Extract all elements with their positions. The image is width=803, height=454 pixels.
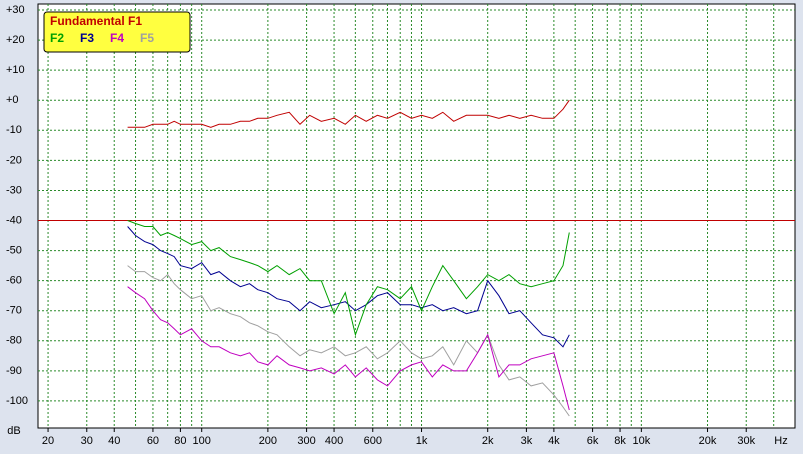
y-tick-label: -20	[6, 154, 22, 166]
grid	[38, 4, 795, 428]
y-tick-label: +0	[6, 94, 19, 106]
x-tick-label: 8k	[614, 435, 626, 447]
legend-label: F4	[110, 31, 124, 45]
x-tick-label: 1k	[416, 435, 428, 447]
trace-line	[127, 99, 570, 128]
x-tick-label: 400	[325, 435, 343, 447]
y-tick-label: -100	[6, 395, 28, 407]
x-tick-label: 300	[297, 435, 315, 447]
legend-label: F5	[140, 31, 154, 45]
y-tick-label: -40	[6, 214, 22, 226]
x-tick-label: 3k	[521, 435, 533, 447]
x-tick-label: 30	[81, 435, 93, 447]
y-tick-label: -10	[6, 124, 22, 136]
y-tick-label: -80	[6, 335, 22, 347]
legend-label: F2	[50, 31, 64, 45]
x-tick-label: 20k	[699, 435, 717, 447]
x-tick-label: 4k	[548, 435, 560, 447]
x-tick-label: 200	[259, 435, 277, 447]
trace-line	[127, 265, 570, 417]
x-tick-label: 30k	[737, 435, 755, 447]
x-tick-label: 60	[147, 435, 159, 447]
y-tick-label: -50	[6, 244, 22, 256]
legend-box	[43, 11, 191, 53]
legend: Fundamental F1 F2 F3 F4 F5	[43, 11, 191, 53]
x-tick-label: 2k	[482, 435, 494, 447]
y-tick-label: -60	[6, 275, 22, 287]
trace-line	[127, 220, 570, 337]
y-tick-label: +20	[6, 34, 25, 46]
x-axis-label: Hz	[774, 435, 787, 447]
x-tick-label: 6k	[587, 435, 599, 447]
x-tick-label: 80	[174, 435, 186, 447]
legend-items: Fundamental F1 F2 F3 F4 F5	[50, 14, 154, 45]
plot-area	[37, 3, 796, 429]
y-tick-label: +10	[6, 64, 25, 76]
y-tick-label: -30	[6, 184, 22, 196]
y-axis-label: dB	[7, 425, 20, 437]
axes: 20 30 40 60 80 100 200 300 400 600 1k 2k 3k 4k 6k 8k 10k…	[6, 4, 756, 447]
x-tick-label: 40	[108, 435, 120, 447]
y-tick-label: +30	[6, 4, 25, 16]
traces	[38, 99, 795, 417]
x-tick-label: 100	[193, 435, 211, 447]
y-tick-label: -70	[6, 305, 22, 317]
legend-label: Fundamental F1	[50, 14, 142, 28]
legend-label: F3	[80, 31, 94, 45]
trace-line	[127, 286, 570, 411]
x-tick-label: 20	[42, 435, 54, 447]
x-tick-label: 10k	[632, 435, 650, 447]
trace-line	[127, 226, 570, 348]
x-tick-label: 600	[364, 435, 382, 447]
y-tick-label: -90	[6, 365, 22, 377]
